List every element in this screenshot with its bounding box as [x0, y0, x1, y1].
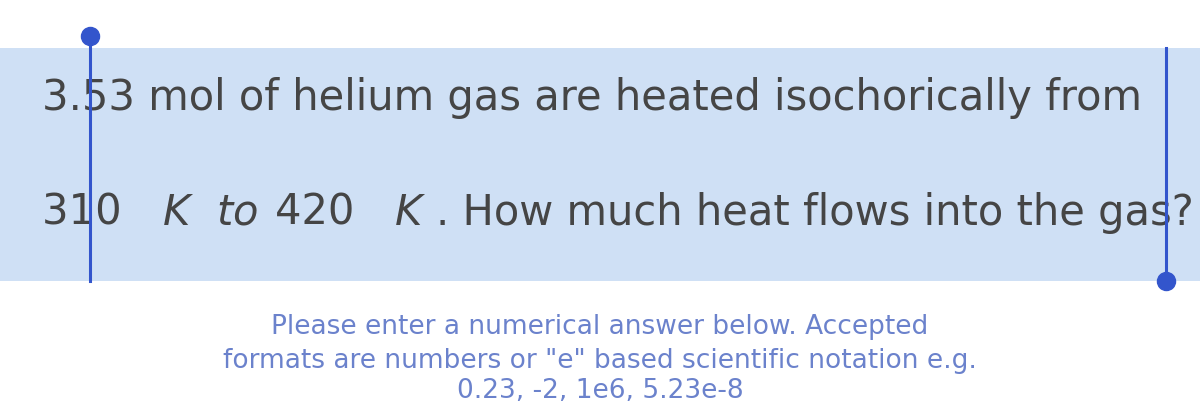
Text: $K$: $K$: [395, 192, 426, 233]
Text: 310: 310: [42, 192, 134, 233]
FancyBboxPatch shape: [0, 48, 1200, 281]
Text: formats are numbers or "e" based scientific notation e.g.: formats are numbers or "e" based scienti…: [223, 348, 977, 374]
Text: $K$: $K$: [162, 192, 194, 233]
Text: 420: 420: [275, 192, 367, 233]
Text: Please enter a numerical answer below. Accepted: Please enter a numerical answer below. A…: [271, 314, 929, 340]
Text: 0.23, -2, 1e6, 5.23e-8: 0.23, -2, 1e6, 5.23e-8: [457, 378, 743, 401]
Text: . How much heat flows into the gas?: . How much heat flows into the gas?: [436, 192, 1193, 233]
Text: 3.53 mol of helium gas are heated isochorically from: 3.53 mol of helium gas are heated isocho…: [42, 77, 1142, 119]
Text: $\mathit{\ to\ }$: $\mathit{\ to\ }$: [203, 192, 259, 233]
